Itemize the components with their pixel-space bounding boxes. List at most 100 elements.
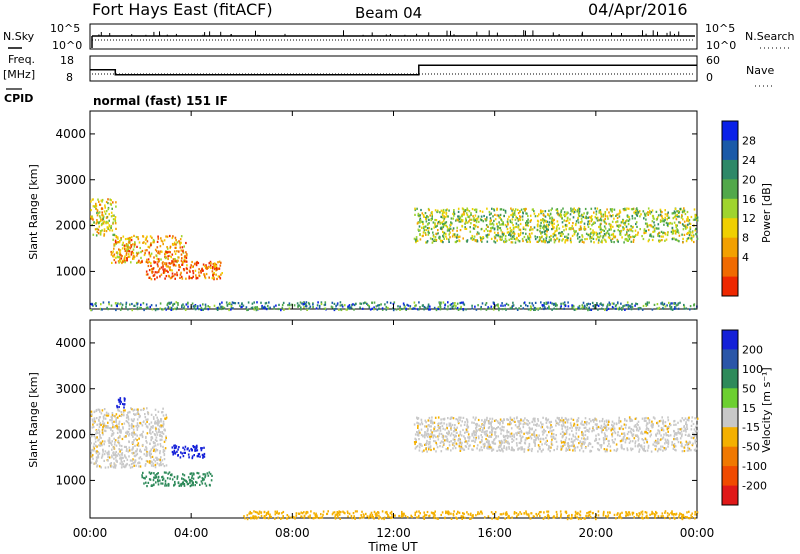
data-cell [169, 262, 171, 265]
data-cell [652, 423, 654, 426]
data-cell [688, 416, 690, 419]
data-cell [182, 455, 185, 458]
data-cell [154, 476, 156, 479]
data-cell [676, 432, 678, 435]
data-cell [551, 216, 553, 219]
data-cell [102, 425, 104, 429]
data-cell [130, 239, 133, 242]
data-cell [660, 230, 663, 233]
data-cell [139, 415, 141, 418]
data-cell [656, 216, 659, 219]
data-cell [283, 308, 285, 311]
data-cell [477, 225, 479, 229]
data-cell [612, 234, 615, 238]
data-cell [645, 424, 648, 427]
data-cell [534, 442, 536, 446]
data-cell [673, 210, 676, 213]
data-cell [359, 306, 361, 309]
data-cell [600, 219, 603, 222]
data-cell [454, 240, 457, 244]
data-cell [494, 218, 497, 221]
nave-label: Nave [746, 64, 774, 77]
data-cell [209, 484, 211, 487]
data-cell [128, 440, 130, 444]
data-cell [440, 450, 443, 453]
data-cell [130, 236, 133, 239]
data-cell [118, 420, 121, 423]
data-cell [611, 435, 614, 438]
data-cell [202, 477, 204, 480]
data-cell [414, 304, 416, 307]
data-cell [667, 426, 670, 430]
data-cell [668, 425, 670, 428]
data-cell [575, 230, 577, 233]
data-cell [685, 227, 687, 230]
data-cell [162, 463, 164, 466]
data-cell [609, 208, 612, 211]
data-cell [161, 459, 164, 462]
data-cell [463, 303, 466, 306]
data-cell [647, 211, 649, 214]
data-cell [145, 418, 147, 421]
data-cell [476, 444, 479, 447]
data-cell [418, 442, 421, 445]
data-cell [446, 229, 449, 232]
data-cell [478, 428, 480, 431]
data-cell [153, 472, 155, 475]
data-cell [587, 216, 590, 219]
data-cell [117, 237, 119, 240]
data-cell [465, 430, 468, 433]
data-cell [500, 443, 502, 446]
data-cell [556, 447, 558, 451]
data-cell [617, 431, 619, 434]
data-cell [544, 232, 546, 235]
data-cell [568, 448, 571, 451]
data-cell [505, 446, 508, 449]
data-cell [191, 476, 193, 479]
data-cell [587, 309, 589, 312]
data-cell [104, 212, 107, 215]
data-cell [127, 418, 130, 421]
data-cell [658, 235, 661, 238]
data-cell [540, 450, 543, 453]
data-cell [134, 459, 136, 462]
data-cell [423, 229, 426, 232]
data-cell [560, 211, 562, 214]
data-cell [123, 406, 125, 409]
data-cell [511, 446, 513, 449]
data-cell [689, 231, 692, 234]
data-cell [197, 476, 200, 479]
data-cell [445, 448, 448, 451]
data-cell [110, 428, 112, 431]
data-cell [126, 249, 128, 252]
data-cell [518, 441, 521, 444]
data-cell [423, 449, 425, 452]
data-cell [508, 233, 510, 236]
data-cell [121, 306, 123, 309]
data-cell [367, 303, 369, 307]
data-cell [449, 417, 452, 420]
data-cell [658, 441, 660, 444]
data-cell [654, 417, 656, 420]
data-cell [453, 438, 456, 441]
data-cell [473, 421, 475, 424]
data-cell [667, 440, 670, 443]
data-cell [550, 446, 552, 449]
data-cell [475, 221, 478, 224]
data-cell [529, 220, 532, 223]
data-cell [675, 423, 677, 426]
data-cell [273, 305, 275, 308]
data-cell [118, 248, 120, 251]
data-cell [126, 462, 128, 466]
data-cell [454, 302, 456, 305]
data-cell [657, 440, 659, 443]
data-cell [219, 303, 221, 306]
data-cell [675, 231, 677, 234]
data-cell [178, 256, 180, 259]
data-cell [417, 434, 420, 437]
data-cell [140, 256, 142, 259]
data-cell [91, 454, 94, 457]
data-cell [126, 458, 129, 461]
data-cell [653, 227, 656, 230]
data-cell [99, 410, 101, 413]
